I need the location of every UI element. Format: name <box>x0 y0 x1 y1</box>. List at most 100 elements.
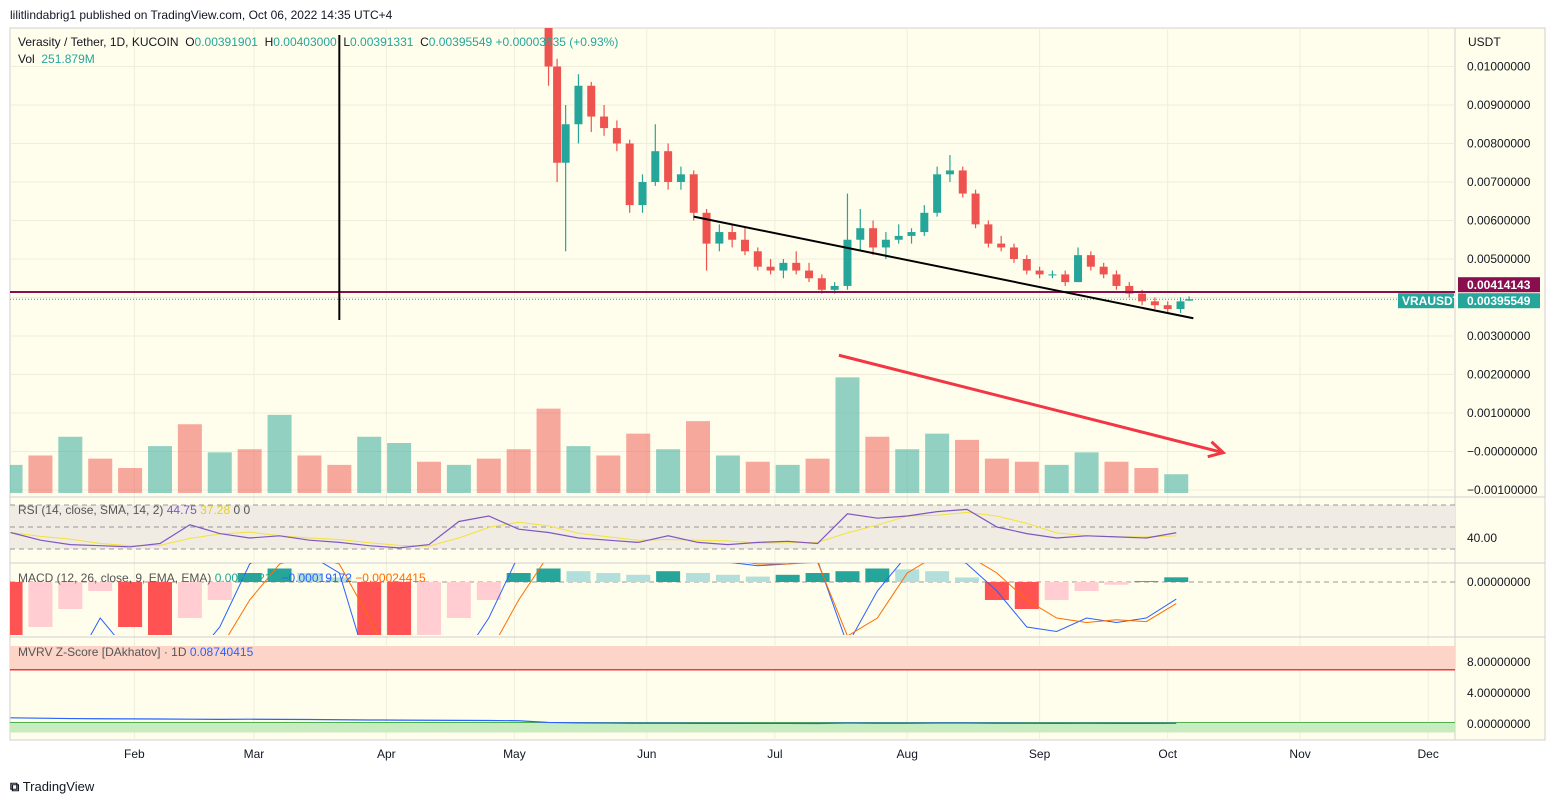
volume-bar <box>895 449 920 493</box>
candle <box>553 58 562 182</box>
volume-bar <box>596 455 621 493</box>
symbol-name[interactable]: Verasity / Tether, 1D, KUCOIN <box>18 35 179 49</box>
candle-body <box>561 124 570 163</box>
macd-hist-bar <box>297 573 322 582</box>
volume-bar <box>417 461 441 493</box>
time-axis-label: Feb <box>124 747 145 761</box>
macd-hist-bar <box>387 582 412 635</box>
volume-bar <box>626 433 651 493</box>
candle-body <box>817 278 826 290</box>
line-price-tag <box>1458 277 1540 293</box>
mvrv-legend[interactable]: MVRV Z-Score [DAkhatov] · 1D 0.08740415 <box>18 645 253 659</box>
candle-body <box>1138 293 1147 302</box>
volume-bar <box>805 458 830 493</box>
candle <box>664 143 673 190</box>
volume-bar <box>297 455 322 493</box>
candle <box>1074 247 1083 283</box>
candle-body <box>625 143 634 206</box>
volume-value: 251.879M <box>41 52 95 66</box>
price-axis-label: 0.00700000 <box>1467 175 1531 189</box>
macd-hist-bar <box>476 582 501 600</box>
price-axis-label: −0.00000000 <box>1467 445 1538 459</box>
low-label: L <box>343 35 351 49</box>
candle-body <box>792 262 801 271</box>
candle-body <box>856 228 865 240</box>
macd-hist-bar <box>118 582 143 627</box>
close-value: 0.00395549 <box>428 35 493 49</box>
candle <box>689 170 698 221</box>
line-price-tag-text: 0.00414143 <box>1467 278 1531 292</box>
rsi-v1: 0 <box>233 503 241 517</box>
macd-hist-bar <box>1074 582 1099 591</box>
mvrv-axis-label: 8.00000000 <box>1467 655 1531 669</box>
candle-body <box>958 170 967 194</box>
candle <box>625 139 634 213</box>
macd-axis-label: 0.00000000 <box>1467 575 1531 589</box>
candle-body <box>612 128 621 144</box>
volume-bar <box>775 464 800 493</box>
macd-hist-bar <box>177 582 202 618</box>
candle-body <box>740 239 749 252</box>
mvrv-value: 0.08740415 <box>189 645 254 659</box>
candle <box>1125 282 1134 298</box>
candle <box>651 124 660 186</box>
candle-body <box>587 85 596 117</box>
macd-signal-line <box>227 563 1177 635</box>
volume-bar <box>955 439 980 493</box>
rsi-legend[interactable]: RSI (14, close, SMA, 14, 2) 44.75 37.28 … <box>18 503 250 517</box>
macd-hist-bar <box>865 568 890 582</box>
volume-bar <box>88 458 113 493</box>
arrow-line <box>838 353 1224 455</box>
macd-hist-bar <box>1044 582 1069 600</box>
mvrv-axis-label: 0.00000000 <box>1467 717 1531 731</box>
candle-body <box>1022 259 1031 271</box>
candle <box>753 247 762 271</box>
macd-hist-bar <box>835 571 860 582</box>
macd-hist-bar <box>28 582 53 627</box>
candle <box>638 174 647 213</box>
volume-bar <box>1014 461 1039 493</box>
volume-bar <box>865 436 890 493</box>
time-axis-label: Nov <box>1289 747 1310 761</box>
candle <box>1022 255 1031 275</box>
candle-body <box>1035 270 1044 275</box>
rsi-sma-line <box>10 511 1177 547</box>
main-pane <box>10 28 1455 493</box>
candle-body <box>920 212 929 233</box>
candle <box>817 274 826 294</box>
macd-value: −0.00019172 <box>281 571 352 585</box>
volume-bar <box>925 433 950 493</box>
volume-bar <box>357 436 382 493</box>
macd-hist-bar <box>626 574 651 582</box>
macd-hist-bar <box>1104 582 1129 585</box>
volume-bar <box>476 458 501 493</box>
macd-legend[interactable]: MACD (12, 26, close, 9, EMA, EMA) 0.0000… <box>18 571 426 585</box>
candle <box>728 224 737 248</box>
mvrv-line <box>10 717 1177 725</box>
volume-bar <box>147 446 172 493</box>
candle-body <box>1176 301 1185 310</box>
candle <box>869 220 878 256</box>
macd-hist-bar <box>715 574 740 582</box>
candle-body <box>984 224 993 244</box>
volume-bar <box>177 424 202 493</box>
candle <box>766 259 775 275</box>
volume-bar <box>656 449 681 493</box>
candle <box>587 81 596 132</box>
mvrv-overvalued-band <box>10 646 1455 670</box>
macd-hist-bar <box>1134 581 1159 582</box>
macd-hist-bar <box>805 573 830 582</box>
time-axis-label: May <box>503 747 526 761</box>
candle-body <box>1061 274 1070 283</box>
arrow-head-icon <box>1207 440 1227 459</box>
volume-bar <box>10 464 23 493</box>
candle <box>1099 262 1108 279</box>
rsi-axis-label: 40.00 <box>1467 531 1497 545</box>
volume-bar <box>536 408 561 493</box>
time-axis-label: Jul <box>767 747 782 761</box>
mvrv-label: MVRV Z-Score [DAkhatov] · 1D <box>18 645 187 659</box>
macd-line <box>90 563 1177 635</box>
candle <box>612 120 621 152</box>
